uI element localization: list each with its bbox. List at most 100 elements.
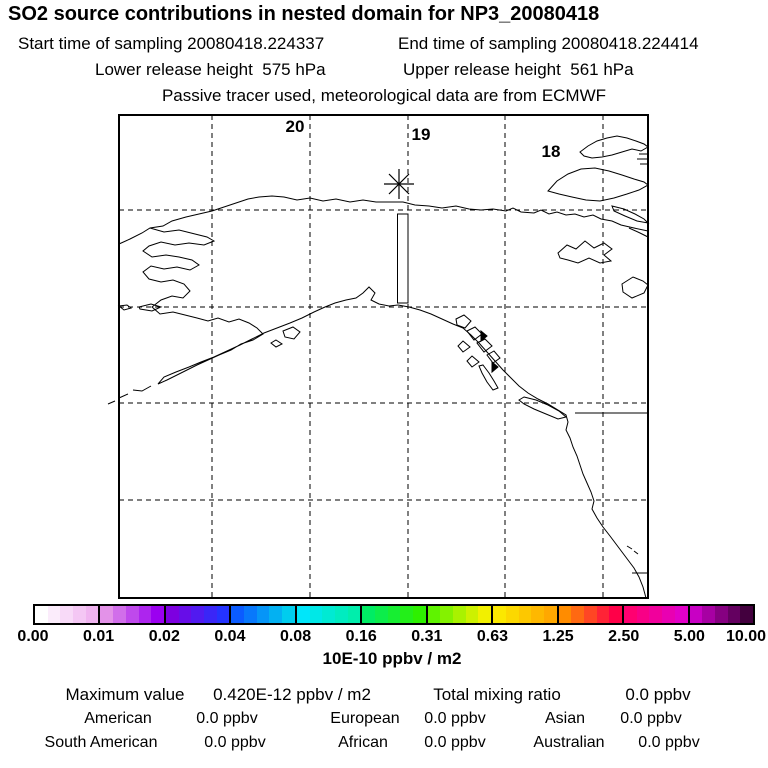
colorbar-step xyxy=(518,606,532,623)
colorbar-segment xyxy=(100,606,164,623)
great-bear-lake xyxy=(557,240,613,264)
colorbar-segment xyxy=(165,606,230,623)
colorbar-tick-label: 2.50 xyxy=(608,628,640,645)
colorbar-step xyxy=(269,606,283,623)
colorbar-step xyxy=(165,606,179,623)
colorbar-tick-label: 0.31 xyxy=(411,628,443,645)
colorbar-step xyxy=(596,606,610,623)
colorbar-step xyxy=(244,606,257,623)
colorbar-step xyxy=(571,606,584,623)
coastline-paths xyxy=(107,135,650,599)
colorbar-tick-label: 0.63 xyxy=(476,628,509,645)
colorbar-step xyxy=(85,606,99,623)
max-value: 0.420E-12 ppbv / m2 xyxy=(213,685,371,704)
colorbar-step xyxy=(203,606,217,623)
colorbar-step xyxy=(309,606,323,623)
bering-islands xyxy=(117,303,163,312)
colorbar-step xyxy=(35,606,48,623)
colorbar-step xyxy=(216,606,230,623)
arctic-island-1 xyxy=(579,135,649,159)
colorbar-segment xyxy=(624,606,688,623)
colorbar-step xyxy=(531,606,544,623)
tracer-note: Passive tracer used, meteorological data… xyxy=(161,86,607,105)
page-title: SO2 source contributions in nested domai… xyxy=(8,3,600,25)
colorbar-step xyxy=(60,606,74,623)
colorbar-step xyxy=(362,606,375,623)
colorbar-step xyxy=(478,606,492,623)
arctic-island-2 xyxy=(547,167,649,202)
colorbar-step xyxy=(231,606,245,623)
colorbar-step xyxy=(113,606,126,623)
colorbar-step xyxy=(543,606,557,623)
colorbar-step xyxy=(151,606,164,623)
colorbar-step xyxy=(125,606,139,623)
colorbar-step xyxy=(584,606,597,623)
colorbar-step xyxy=(674,606,688,623)
colorbar-tick-label: 0.01 xyxy=(83,628,115,645)
colorbar-tick-label: 0.04 xyxy=(214,628,246,645)
aleutian-islands xyxy=(107,385,152,405)
kodiak-islands xyxy=(270,326,301,348)
release-point-marker xyxy=(384,169,414,199)
archipelago-filled xyxy=(480,329,499,374)
colorbar xyxy=(33,604,755,625)
upper-release-label: Upper release height 561 hPa xyxy=(403,60,634,79)
colorbar-step xyxy=(73,606,86,623)
colorbar-segment xyxy=(231,606,295,623)
colorbar-tick-row: 0.00 0.01 0.02 0.04 0.08 0.16 0.31 0.63 1.25 2.50… xyxy=(0,628,768,648)
colorbar-step xyxy=(662,606,675,623)
colorbar-step xyxy=(609,606,623,623)
colorbar-step xyxy=(47,606,61,623)
end-time-label: End time of sampling 20080418.224414 xyxy=(398,34,699,53)
coastline-north xyxy=(118,195,649,245)
colorbar-tick-label: 0.02 xyxy=(148,628,180,645)
contribution-name-african: African xyxy=(338,734,388,751)
channel-islands xyxy=(626,545,639,555)
colorbar-units-label: 10E-10 ppbv / m2 xyxy=(322,649,462,668)
colorbar-step xyxy=(296,606,310,623)
colorbar-step xyxy=(282,606,295,623)
colorbar-step xyxy=(624,606,637,623)
colorbar-segment xyxy=(296,606,361,623)
contribution-value-african: 0.0 ppbv xyxy=(424,734,486,751)
colorbar-step xyxy=(440,606,454,623)
day-label-19: 19 xyxy=(412,125,431,144)
contribution-value-american: 0.0 ppbv xyxy=(196,710,258,727)
contribution-value-australian: 0.0 ppbv xyxy=(638,734,700,751)
vancouver-island xyxy=(518,396,568,420)
lat-lon-gridlines xyxy=(119,115,648,598)
colorbar-tick-label: 1.25 xyxy=(542,628,574,645)
colorbar-step xyxy=(387,606,401,623)
max-value-label: Maximum value xyxy=(65,685,185,704)
contribution-value-south-american: 0.0 ppbv xyxy=(204,734,266,751)
colorbar-step xyxy=(138,606,152,623)
colorbar-segment xyxy=(689,606,753,623)
contribution-value-asian: 0.0 ppbv xyxy=(620,710,682,727)
colorbar-step xyxy=(689,606,703,623)
colorbar-step xyxy=(465,606,479,623)
start-time-label: Start time of sampling 20080418.224337 xyxy=(18,34,325,53)
total-mixing-ratio-label: Total mixing ratio xyxy=(433,685,561,704)
colorbar-segment xyxy=(35,606,99,623)
colorbar-step xyxy=(740,606,753,623)
day-label-20: 20 xyxy=(286,117,305,136)
colorbar-segment xyxy=(493,606,557,623)
colorbar-step xyxy=(649,606,663,623)
lower-release-label: Lower release height 575 hPa xyxy=(95,60,326,79)
haida-gwaii xyxy=(478,364,499,391)
colorbar-step xyxy=(374,606,388,623)
colorbar-step xyxy=(413,606,426,623)
contribution-name-australian: Australian xyxy=(533,734,605,751)
colorbar-step xyxy=(191,606,204,623)
colorbar-step xyxy=(100,606,114,623)
great-slave-lake xyxy=(621,276,649,299)
colorbar-step xyxy=(178,606,192,623)
day-label-18: 18 xyxy=(542,142,561,161)
contribution-name-south-american: South American xyxy=(44,734,158,751)
colorbar-step xyxy=(453,606,466,623)
colorbar-step xyxy=(727,606,741,623)
arctic-island-hatches xyxy=(637,153,648,165)
contribution-name-european: European xyxy=(330,710,400,727)
